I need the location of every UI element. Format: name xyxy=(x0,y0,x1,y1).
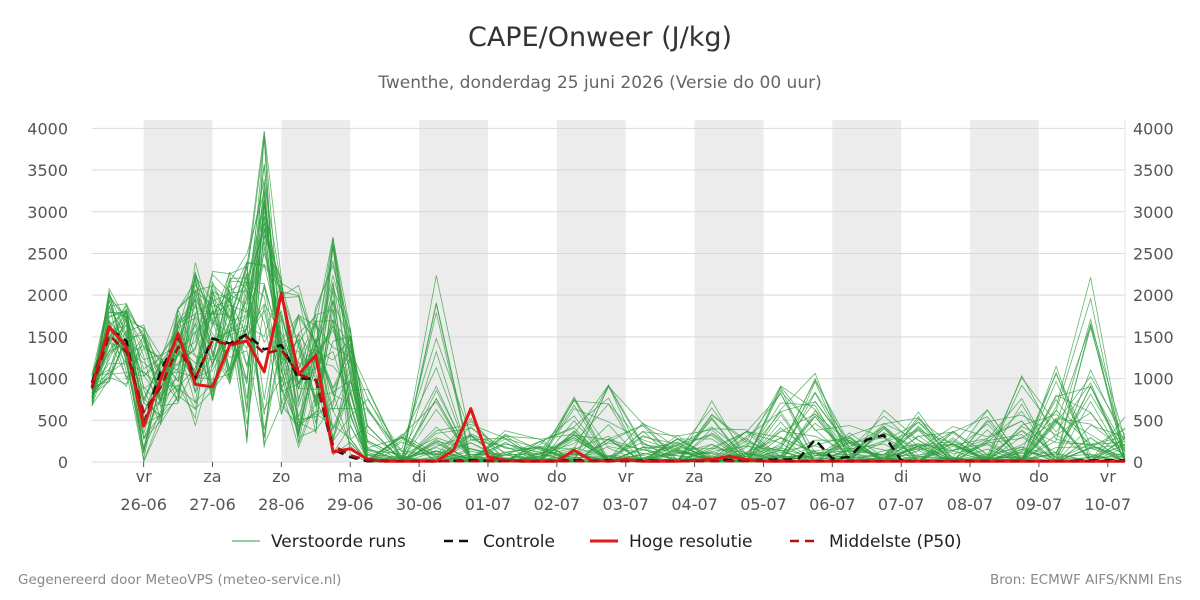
x-tick-day: di xyxy=(894,467,909,486)
x-tick-date: 26-06 xyxy=(120,495,167,514)
legend-verstoorde-runs-label: Verstoorde runs xyxy=(271,532,406,552)
x-tick-date: 29-06 xyxy=(327,495,374,514)
y-tick-label-left: 3000 xyxy=(27,203,68,222)
y-tick-label-right: 500 xyxy=(1133,411,1164,430)
shaded-day-band xyxy=(419,120,488,462)
x-tick-day: di xyxy=(412,467,427,486)
x-tick-day: ma xyxy=(338,467,363,486)
x-tick-day: wo xyxy=(959,467,982,486)
x-tick-day: ma xyxy=(820,467,845,486)
y-tick-label-left: 2000 xyxy=(27,286,68,305)
y-tick-label-right: 0 xyxy=(1133,453,1143,472)
shaded-day-band xyxy=(970,120,1039,462)
legend-controle-label: Controle xyxy=(483,532,555,552)
x-tick-date: 07-07 xyxy=(878,495,925,514)
x-tick-date: 04-07 xyxy=(671,495,718,514)
footer-generated-by: Gegenereerd door MeteoVPS (meteo-service… xyxy=(18,572,342,588)
y-tick-label-right: 1500 xyxy=(1133,328,1174,347)
y-tick-label-left: 4000 xyxy=(27,119,68,138)
x-tick-date: 01-07 xyxy=(465,495,512,514)
y-tick-label-left: 500 xyxy=(37,411,68,430)
shaded-day-band xyxy=(694,120,764,462)
ensemble-member-line xyxy=(91,265,1126,463)
ensemble-member-line xyxy=(91,277,1126,463)
x-tick-day: vr xyxy=(136,467,152,486)
y-tick-label-left: 0 xyxy=(58,453,68,472)
y-tick-label-right: 3500 xyxy=(1133,161,1174,180)
ensemble-member-line xyxy=(91,210,1126,463)
y-tick-label-right: 2500 xyxy=(1133,244,1174,263)
x-tick-date: 10-07 xyxy=(1085,495,1132,514)
x-tick-day: zo xyxy=(754,467,772,486)
legend-middelste-p50-label: Middelste (P50) xyxy=(829,532,962,552)
shaded-day-band xyxy=(556,120,626,462)
footer-source: Bron: ECMWF AIFS/KNMI Ens xyxy=(989,572,1182,588)
x-tick-day: vr xyxy=(618,467,634,486)
middelste-p50-line xyxy=(90,333,1125,463)
y-tick-label-left: 1000 xyxy=(27,370,68,389)
y-tick-label-left: 1500 xyxy=(27,328,68,347)
x-tick-date: 02-07 xyxy=(534,495,581,514)
x-tick-date: 08-07 xyxy=(947,495,994,514)
ensemble-member-line xyxy=(91,137,1126,463)
shaded-day-band xyxy=(832,120,902,462)
y-tick-label-right: 2000 xyxy=(1133,286,1174,305)
y-tick-label-right: 1000 xyxy=(1133,370,1174,389)
x-tick-date: 27-06 xyxy=(189,495,236,514)
x-tick-date: 30-06 xyxy=(396,495,443,514)
x-tick-day: do xyxy=(547,467,567,486)
ensemble-member-line xyxy=(91,243,1126,463)
x-tick-day: wo xyxy=(477,467,500,486)
x-tick-date: 06-07 xyxy=(809,495,856,514)
x-tick-date: 09-07 xyxy=(1016,495,1063,514)
x-tick-day: za xyxy=(685,467,703,486)
y-tick-label-left: 3500 xyxy=(27,161,68,180)
x-tick-date: 05-07 xyxy=(740,495,787,514)
hoge-resolutie-line xyxy=(90,292,1125,463)
chart-title: CAPE/Onweer (J/kg) xyxy=(467,22,732,53)
x-tick-date: 28-06 xyxy=(258,495,305,514)
y-tick-label-right: 3000 xyxy=(1133,203,1174,222)
x-tick-day: do xyxy=(1029,467,1049,486)
y-tick-label-right: 4000 xyxy=(1133,119,1174,138)
x-tick-day: zo xyxy=(272,467,290,486)
x-tick-date: 03-07 xyxy=(602,495,649,514)
y-tick-label-left: 2500 xyxy=(27,244,68,263)
x-tick-day: za xyxy=(203,467,221,486)
chart-subtitle: Twenthe, donderdag 25 juni 2026 (Versie … xyxy=(378,73,822,93)
legend-hoge-resolutie-label: Hoge resolutie xyxy=(629,532,753,552)
x-tick-day: vr xyxy=(1100,467,1116,486)
